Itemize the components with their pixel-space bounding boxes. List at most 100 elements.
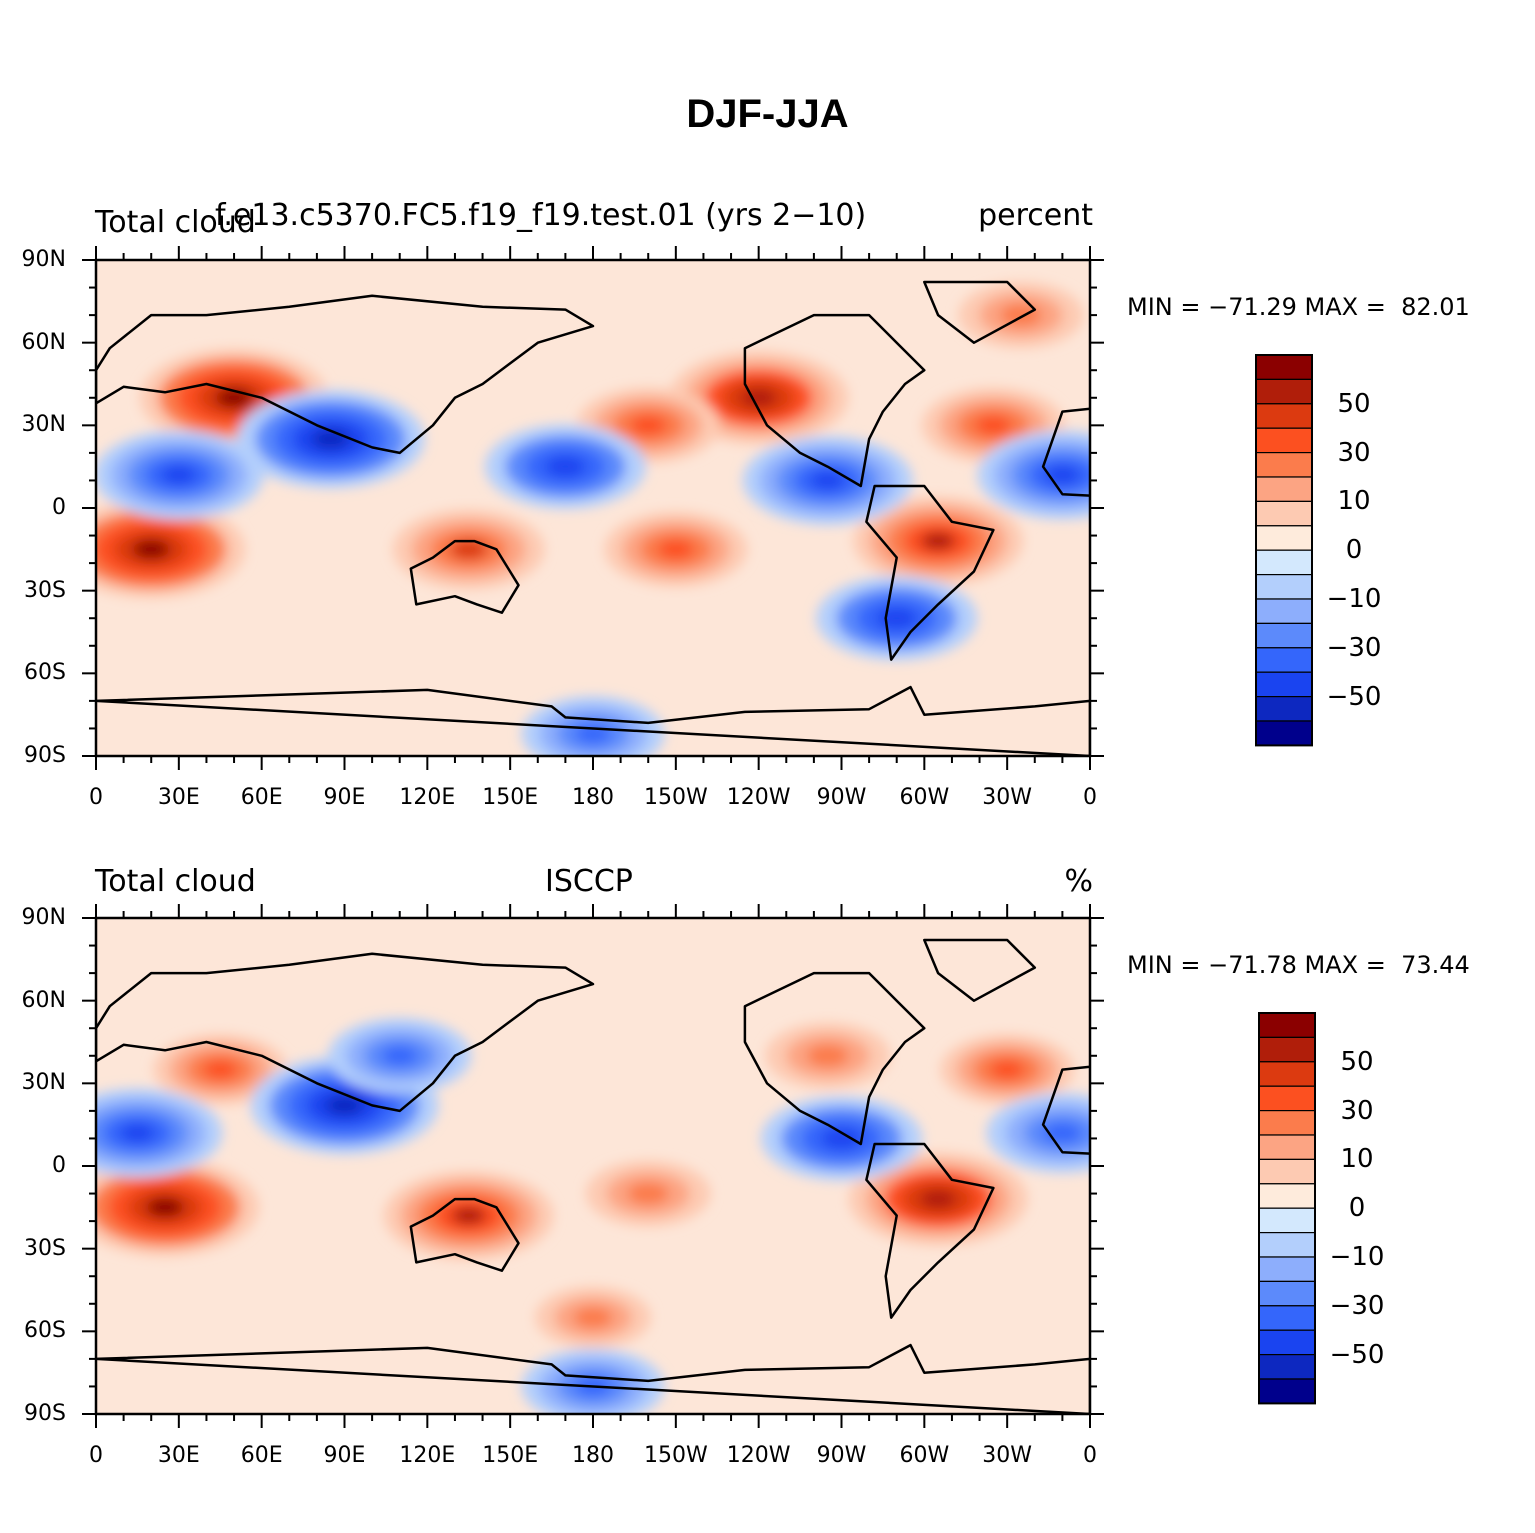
colorbar-1-segment-10 <box>1255 598 1313 624</box>
colorbar-2-segment-0 <box>1258 1012 1316 1038</box>
panel-2-lon-label: 90E <box>323 1443 366 1468</box>
panel-2-lon-label: 30E <box>157 1443 200 1468</box>
colorbar-2-label: 10 <box>1340 1144 1374 1175</box>
panel-1-lon-label: 30W <box>982 785 1033 810</box>
panel-1-lon-label: 0 <box>1083 785 1097 810</box>
colorbar-2-segment-3 <box>1258 1085 1316 1112</box>
colorbar-2-segment-2 <box>1258 1061 1316 1087</box>
colorbar-1-frame <box>1255 354 1313 747</box>
panel-2-lon-label: 150E <box>482 1443 539 1468</box>
colorbar-1-segment-8 <box>1255 549 1313 576</box>
colorbar-1-segment-5 <box>1255 476 1313 502</box>
panel-1-anomaly-1-level-4 <box>132 539 171 560</box>
colorbar-2-label: 30 <box>1340 1095 1374 1126</box>
panel-1-variable-label: Total cloud <box>95 205 256 240</box>
colorbar-1-segment-15 <box>1255 720 1313 746</box>
panel-2-coastline-0 <box>96 952 595 1113</box>
colorbar-2-label: −30 <box>1329 1290 1385 1321</box>
panel-1-lon-label: 90W <box>816 785 867 810</box>
colorbar-1-segment-12 <box>1255 647 1313 673</box>
colorbar-1-label: −10 <box>1326 584 1382 614</box>
panel-1-anomaly-12-level-4 <box>810 471 845 490</box>
panel-1-lon-label: 180 <box>572 785 614 810</box>
panel-2-coastline-6 <box>96 1343 1090 1414</box>
panel-1-anomaly-14-level-3 <box>876 607 917 629</box>
panel-2-lat-label: 0 <box>52 1153 66 1178</box>
panel-1-anomaly-5-level-3 <box>657 539 694 559</box>
panel-1-anomaly-4-level-3 <box>449 539 488 560</box>
colorbar-2-segment-6 <box>1258 1158 1316 1185</box>
panel-1-anomaly-9-level-4 <box>311 429 350 449</box>
panel-2-coastline-3 <box>743 971 926 1146</box>
panel-1-min-max: MIN = −71.29 MAX = 82.01 <box>1127 293 1470 321</box>
panel-2-lon-label: 30W <box>982 1443 1033 1468</box>
colorbar-1-segment-9 <box>1255 573 1313 600</box>
panel-1-anomaly-8-level-2 <box>1000 304 1042 327</box>
panel-2-anomaly-10-level-4 <box>120 1124 155 1142</box>
panel-1-lat-label: 60S <box>24 660 66 686</box>
colorbar-1-segment-11 <box>1255 622 1313 649</box>
colorbar-2-label: −50 <box>1329 1339 1385 1370</box>
panel-2-lat-label: 90S <box>24 1401 66 1426</box>
panel-2-anomaly-1-level-4 <box>920 1189 957 1209</box>
panel-1-source-label: f.e13.c5370.FC5.f19_f19.test.01 (yrs 2−1… <box>215 198 867 233</box>
colorbar-2-segment-11 <box>1258 1280 1316 1307</box>
panel-1-anomaly-10-level-4 <box>161 466 196 484</box>
colorbar-1-segment-2 <box>1255 403 1313 429</box>
panel-2-lat-label: 60N <box>21 987 66 1013</box>
colorbar-2-segment-1 <box>1258 1036 1316 1063</box>
panel-1-coastline-3 <box>743 313 926 488</box>
colorbar-1-label: −30 <box>1326 632 1382 663</box>
colorbar-1-segment-13 <box>1255 671 1313 698</box>
colorbar-1-segment-14 <box>1255 695 1313 722</box>
colorbar-2-label: 0 <box>1348 1193 1366 1224</box>
panel-1-anomaly-11-level-3 <box>545 456 586 478</box>
panel-1-lon-label: 120W <box>726 785 791 810</box>
panel-1-lat-label: 0 <box>52 495 66 520</box>
panel-2-lon-label: 60W <box>899 1443 950 1468</box>
colorbar-1-label: 50 <box>1337 388 1371 419</box>
panel-1-anomaly-13-level-4 <box>1045 466 1080 484</box>
panel-2-anomaly-9-level-3 <box>381 1046 418 1066</box>
colorbar-2-segment-10 <box>1258 1256 1316 1282</box>
panel-1-anomaly-6-level-3 <box>630 415 667 435</box>
panel-1-lat-label: 90N <box>21 247 66 272</box>
panel-2-units-label: % <box>1064 864 1093 899</box>
panel-1-coastline-1 <box>1041 407 1090 497</box>
panel-1-lon-label: 60E <box>240 785 283 810</box>
colorbar-2-segment-8 <box>1258 1207 1316 1234</box>
panel-1-lon-label: 150W <box>643 785 708 810</box>
panel-2-min-max: MIN = −71.78 MAX = 73.44 <box>1127 951 1470 979</box>
panel-1-coastline-4 <box>865 484 995 661</box>
panel-2-lon-label: 120E <box>399 1443 456 1468</box>
panel-2-lon-label: 150W <box>643 1443 708 1468</box>
colorbar-2-segment-7 <box>1258 1183 1316 1209</box>
panel-2-lon-label: 180 <box>572 1443 614 1468</box>
panel-1-lon-label: 30E <box>157 785 200 810</box>
colorbar-2-segment-12 <box>1258 1305 1316 1331</box>
panel-2-coastline-1 <box>1041 1065 1090 1155</box>
colorbar-2-label: −10 <box>1329 1242 1385 1272</box>
panel-1-lon-label: 120E <box>399 785 456 810</box>
panel-1-anomaly-3-level-4 <box>921 532 956 550</box>
panel-2-anomaly-3-level-3 <box>203 1060 237 1079</box>
colorbar-2-segment-5 <box>1258 1134 1316 1160</box>
panel-1-lon-label: 90E <box>323 785 366 810</box>
colorbar-2-segment-14 <box>1258 1353 1316 1380</box>
panel-2-anomaly-2-level-4 <box>451 1206 486 1225</box>
panel-1-lat-label: 30N <box>21 412 66 438</box>
panel-2-coastline-5 <box>923 938 1037 1002</box>
panel-1-coastline-5 <box>923 280 1037 344</box>
colorbar-1-segment-1 <box>1255 378 1313 405</box>
panel-2-anomaly-5-level-2 <box>806 1044 849 1067</box>
colorbar-1-segment-3 <box>1255 427 1313 454</box>
colorbars <box>1255 354 1316 1405</box>
colorbar-1-segment-0 <box>1255 354 1313 380</box>
panel-2-anomaly-4-level-3 <box>990 1060 1024 1079</box>
panel-2-lon-label: 120W <box>726 1443 791 1468</box>
panel-2-anomaly-11-level-3 <box>821 1127 862 1150</box>
panel-1-lat-label: 30S <box>24 577 66 603</box>
colorbar-1-label: −50 <box>1326 681 1382 712</box>
panel-1-lon-label: 150E <box>482 785 539 810</box>
panel-2-lon-label: 90W <box>816 1443 867 1468</box>
